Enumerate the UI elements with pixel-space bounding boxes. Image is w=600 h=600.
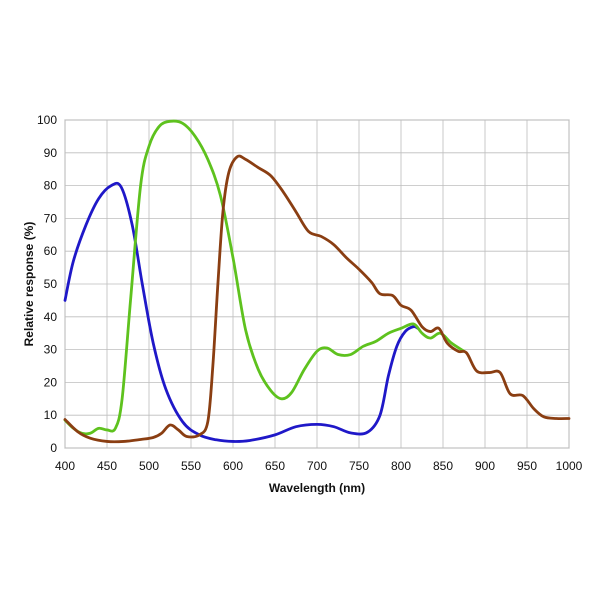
x-axis-ticks: 400 450 500 550 600 650 700 750 800 850 900 950 1000 (55, 459, 583, 473)
y-tick-label: 100 (37, 113, 57, 127)
series-line-3 (63, 154, 571, 444)
x-tick-label: 400 (55, 459, 75, 473)
x-axis-title: Wavelength (nm) (269, 481, 365, 495)
x-tick-label: 850 (433, 459, 453, 473)
y-axis-ticks: 0 10 20 30 40 50 60 70 80 90 100 (37, 113, 57, 455)
x-tick-label: 900 (475, 459, 495, 473)
x-tick-label: 750 (349, 459, 369, 473)
gridlines (64, 119, 570, 449)
y-axis-title: Relative response (%) (22, 222, 36, 347)
series-lines (63, 119, 571, 444)
y-tick-label: 10 (44, 408, 58, 422)
series-line-1 (63, 181, 420, 443)
x-tick-label: 550 (181, 459, 201, 473)
y-tick-label: 40 (44, 310, 58, 324)
y-tick-label: 50 (44, 277, 58, 291)
y-tick-label: 70 (44, 211, 58, 225)
y-tick-label: 0 (50, 441, 57, 455)
x-tick-label: 800 (391, 459, 411, 473)
x-tick-label: 950 (517, 459, 537, 473)
x-tick-label: 600 (223, 459, 243, 473)
series-line-2 (63, 119, 466, 436)
y-tick-label: 90 (44, 146, 58, 160)
x-tick-label: 1000 (556, 459, 583, 473)
y-tick-label: 20 (44, 375, 58, 389)
x-tick-label: 700 (307, 459, 327, 473)
y-tick-label: 30 (44, 343, 58, 357)
x-tick-label: 500 (139, 459, 159, 473)
y-tick-label: 80 (44, 179, 58, 193)
y-tick-label: 60 (44, 244, 58, 258)
x-tick-label: 650 (265, 459, 285, 473)
x-tick-label: 450 (97, 459, 117, 473)
